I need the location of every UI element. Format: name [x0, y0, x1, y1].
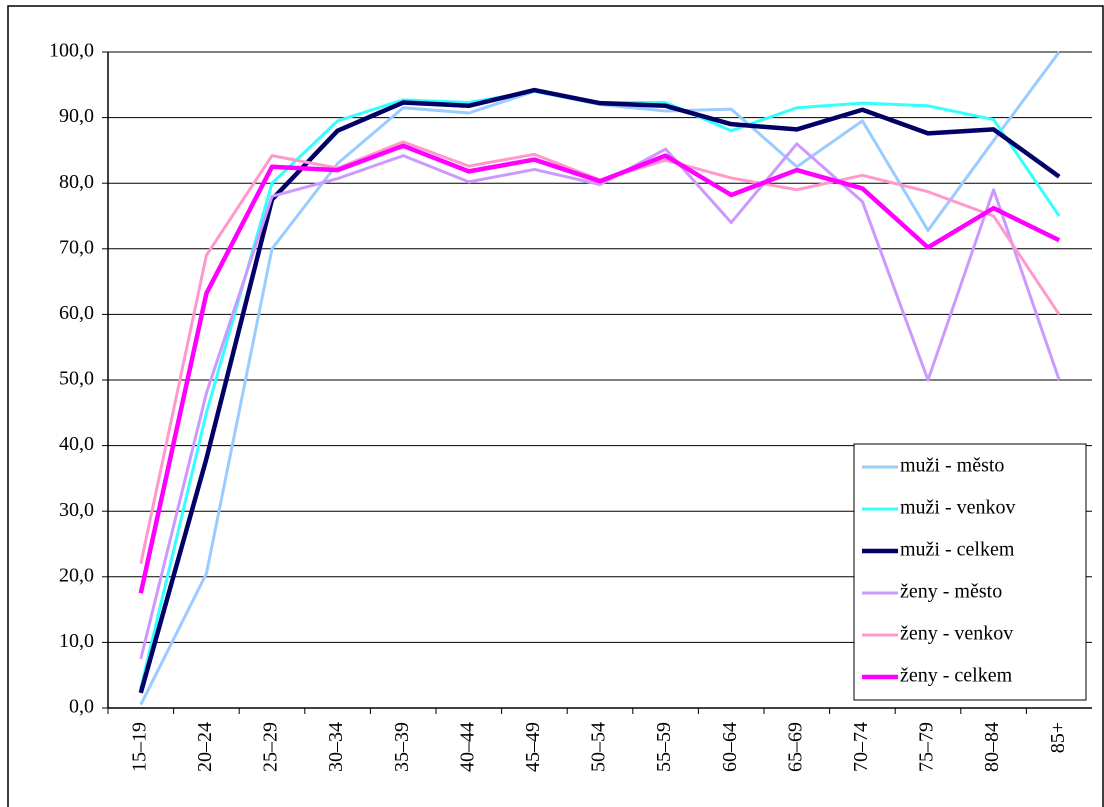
- x-tick-label: 30–34: [325, 722, 347, 772]
- x-tick-label: 70–74: [850, 722, 872, 772]
- legend-label: ženy - venkov: [900, 623, 1013, 645]
- x-tick-label: 20–24: [194, 722, 216, 772]
- legend-label: muži - celkem: [900, 539, 1015, 561]
- y-tick-label: 60,0: [59, 302, 94, 324]
- y-tick-label: 50,0: [59, 368, 94, 390]
- legend-label: muži - venkov: [900, 497, 1016, 519]
- legend-label: ženy - město: [900, 581, 1002, 603]
- x-tick-label: 65–69: [784, 722, 806, 772]
- x-tick-label: 45–49: [522, 722, 544, 772]
- legend-label: muži - město: [900, 455, 1004, 477]
- x-tick-label: 80–84: [981, 722, 1003, 772]
- x-tick-label: 25–29: [260, 722, 282, 772]
- x-tick-label: 75–79: [916, 722, 938, 772]
- x-tick-label: 15–19: [128, 722, 150, 772]
- y-tick-label: 0,0: [69, 696, 94, 718]
- y-tick-label: 90,0: [59, 105, 94, 127]
- x-tick-label: 50–54: [588, 722, 610, 772]
- y-tick-label: 40,0: [59, 433, 94, 455]
- x-tick-label: 60–64: [719, 722, 741, 772]
- y-tick-label: 80,0: [59, 171, 94, 193]
- x-tick-label: 55–59: [653, 722, 675, 772]
- x-tick-label: 85+: [1047, 722, 1069, 753]
- y-tick-label: 70,0: [59, 236, 94, 258]
- series-line: [138, 143, 1061, 594]
- y-tick-label: 100,0: [49, 40, 94, 62]
- y-tick-label: 10,0: [59, 630, 94, 652]
- series-line: [138, 87, 1061, 694]
- x-tick-label: 35–39: [391, 722, 413, 772]
- y-tick-label: 20,0: [59, 564, 94, 586]
- y-tick-label: 30,0: [59, 499, 94, 521]
- x-tick-label: 40–44: [456, 722, 478, 772]
- legend-box: [853, 443, 1087, 701]
- series-line: [139, 142, 1061, 660]
- legend-label: ženy - celkem: [900, 665, 1013, 687]
